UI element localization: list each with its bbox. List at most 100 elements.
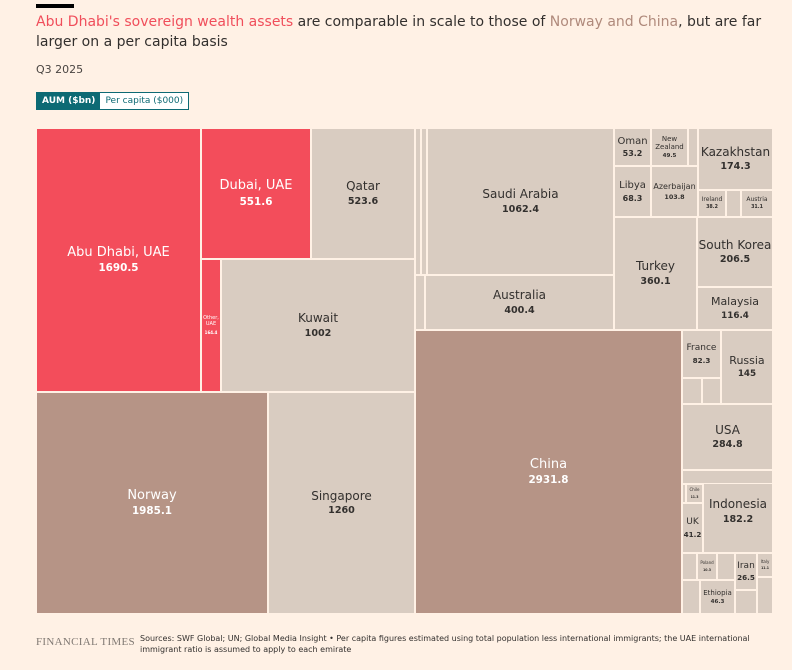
chart-title: Abu Dhabi's sovereign wealth assets are … [36, 12, 766, 52]
cell-value: 2931.8 [528, 474, 569, 487]
treemap-cell-new-zealand[interactable]: New Zealand 49.5 [651, 128, 688, 166]
cell-value: 1002 [304, 327, 332, 339]
treemap-cell-iran[interactable]: Iran 26.5 [735, 553, 757, 590]
sources-note: Sources: SWF Global; UN; Global Media In… [140, 634, 750, 654]
treemap-cell-france[interactable]: France 82.3 [682, 330, 721, 378]
treemap-cell-norway[interactable]: Norway 1985.1 [36, 392, 268, 614]
cell-value: 53.2 [622, 149, 643, 159]
treemap-cell-minor[interactable] [682, 553, 697, 580]
cell-label: Italy [760, 558, 770, 564]
ft-logo: FINANCIAL TIMES [36, 636, 135, 648]
treemap-cell-kuwait[interactable]: Kuwait 1002 [221, 259, 415, 392]
title-part: are comparable in scale to those of [293, 14, 550, 30]
cell-label: Turkey [635, 259, 676, 274]
treemap-cell-italy[interactable]: Italy 11.1 [757, 553, 773, 577]
cell-label: Malaysia [710, 295, 760, 309]
treemap-cell-minor[interactable] [415, 128, 421, 275]
treemap-cell-minor[interactable] [682, 580, 700, 614]
cell-value: 49.5 [662, 153, 677, 160]
cell-value: 26.5 [737, 573, 755, 583]
cell-label: Dubai, UAE [219, 178, 293, 194]
cell-value: 145 [737, 369, 757, 380]
cell-value: 284.8 [712, 439, 743, 451]
toggle-per-capita[interactable]: Per capita ($000) [100, 93, 189, 109]
cell-value: 46.3 [710, 599, 725, 606]
cell-label: UK [686, 517, 699, 528]
cell-label: USA [715, 422, 740, 437]
title-part: , but are far larger on a per capita bas… [36, 14, 762, 50]
title-part: Abu Dhabi's sovereign wealth assets [36, 14, 294, 30]
treemap-cell-dubai-uae[interactable]: Dubai, UAE 551.6 [201, 128, 311, 259]
treemap-cell-minor[interactable] [735, 590, 757, 614]
cell-value: 1062.4 [501, 203, 540, 215]
treemap-cell-qatar[interactable]: Qatar 523.6 [311, 128, 415, 259]
treemap-cell-minor[interactable] [682, 470, 773, 484]
cell-value: 523.6 [347, 195, 379, 207]
cell-value: 11.1 [761, 566, 769, 571]
treemap-cell-libya[interactable]: Libya 68.3 [614, 166, 651, 217]
cell-label: Saudi Arabia [482, 187, 559, 202]
treemap-cell-uk[interactable]: UK 41.2 [682, 503, 703, 553]
treemap-cell-turkey[interactable]: Turkey 360.1 [614, 217, 697, 330]
toggle-aum[interactable]: AUM ($bn) [37, 93, 101, 109]
treemap-cell-minor[interactable] [702, 378, 721, 404]
treemap-cell-minor[interactable] [682, 484, 686, 503]
treemap-cell-minor[interactable] [757, 577, 773, 614]
treemap-cell-minor[interactable] [688, 128, 698, 166]
treemap-cell-other-uae[interactable]: Other, UAE 164.4 [201, 259, 221, 392]
cell-value: 360.1 [640, 275, 671, 287]
treemap-cell-azerbaijan[interactable]: Azerbaijan 103.8 [651, 166, 698, 217]
cell-value: 82.3 [692, 355, 711, 365]
cell-value: 68.3 [622, 193, 643, 203]
treemap-cell-saudi-arabia[interactable]: Saudi Arabia 1062.4 [427, 128, 614, 275]
cell-label: Chile [689, 487, 700, 493]
treemap-cell-south-korea[interactable]: South Korea 206.5 [697, 217, 773, 287]
cell-label: Austria [746, 195, 768, 203]
treemap-cell-ethiopia[interactable]: Ethiopia 46.3 [700, 580, 735, 614]
treemap-cell-ireland[interactable]: Ireland 38.2 [698, 190, 726, 217]
treemap-cell-singapore[interactable]: Singapore 1260 [268, 392, 415, 614]
cell-label: Azerbaijan [653, 181, 696, 191]
cell-value: 551.6 [239, 195, 273, 208]
treemap-cell-minor[interactable] [726, 190, 741, 217]
cell-value: 116.4 [721, 310, 749, 321]
treemap-cell-china[interactable]: China 2931.8 [415, 330, 682, 614]
cell-label: Abu Dhabi, UAE [67, 244, 170, 260]
treemap-cell-poland[interactable]: Poland 10.3 [697, 553, 717, 580]
cell-value: 103.8 [664, 193, 685, 202]
cell-label: France [686, 343, 717, 354]
cell-value: 182.2 [722, 513, 754, 525]
cell-value: 41.2 [683, 529, 702, 539]
treemap-cell-usa[interactable]: USA 284.8 [682, 404, 773, 470]
treemap-cell-minor[interactable] [421, 128, 427, 275]
metric-toggle: AUM ($bn) Per capita ($000) [36, 92, 190, 110]
header-rule [36, 4, 74, 8]
treemap-cell-minor[interactable] [717, 553, 735, 580]
cell-value: 31.1 [751, 205, 763, 211]
treemap-cell-malaysia[interactable]: Malaysia 116.4 [697, 287, 773, 330]
cell-label: Indonesia [708, 497, 768, 512]
cell-value: 38.2 [706, 205, 718, 211]
treemap-cell-minor[interactable] [415, 275, 425, 330]
cell-value: 11.3 [690, 494, 699, 499]
treemap-cell-abu-dhabi-uae[interactable]: Abu Dhabi, UAE 1690.5 [36, 128, 201, 392]
cell-value: 164.4 [204, 329, 218, 335]
cell-value: 1985.1 [131, 505, 173, 518]
cell-label: Oman [617, 135, 648, 147]
cell-value: 174.3 [720, 161, 751, 173]
cell-label: Libya [619, 180, 646, 192]
cell-label: Norway [127, 487, 177, 503]
treemap-cell-russia[interactable]: Russia 145 [721, 330, 773, 404]
cell-label: China [529, 456, 568, 472]
cell-value: 1260 [328, 505, 355, 517]
cell-label: Russia [729, 353, 765, 367]
cell-label: Australia [492, 288, 547, 303]
treemap-cell-oman[interactable]: Oman 53.2 [614, 128, 651, 166]
treemap-cell-australia[interactable]: Australia 400.4 [425, 275, 614, 330]
treemap-cell-minor[interactable] [682, 378, 702, 404]
treemap-cell-austria[interactable]: Austria 31.1 [741, 190, 773, 217]
treemap-cell-chile[interactable]: Chile 11.3 [686, 484, 703, 503]
title-part: Norway and China [549, 14, 679, 30]
treemap-cell-kazakhstan[interactable]: Kazakhstan 174.3 [698, 128, 773, 190]
cell-label: Ireland [701, 195, 723, 203]
